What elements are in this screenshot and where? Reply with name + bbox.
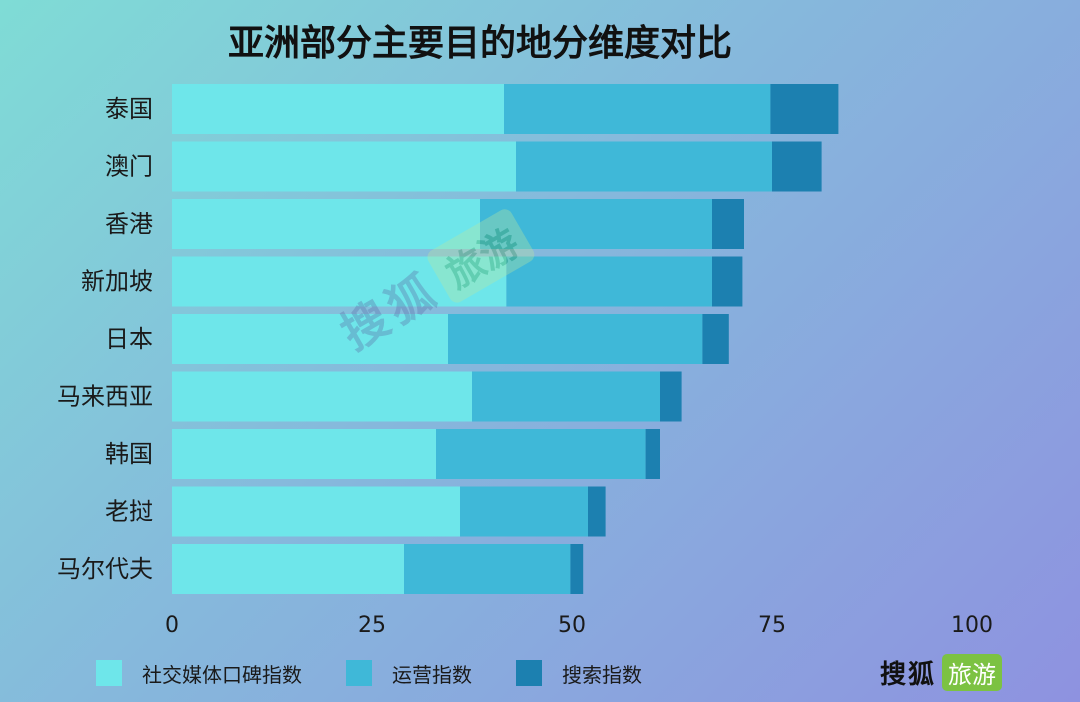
x-tick-label: 75: [758, 613, 786, 638]
legend-swatch-social: [96, 660, 122, 686]
x-tick-label: 50: [558, 613, 586, 638]
bar-segment-search: [770, 84, 839, 134]
x-tick-label: 25: [358, 613, 386, 638]
sohu-travel-logo: 搜狐 旅游: [880, 654, 1003, 691]
bar-segment-search: [588, 486, 606, 537]
bar-segment-social: [172, 486, 460, 537]
legend-swatch-search: [516, 660, 542, 686]
bar-segment-social: [172, 544, 404, 594]
bar-segment-operation: [506, 256, 712, 307]
bar-segment-operation: [460, 486, 588, 537]
category-label: 韩国: [105, 440, 153, 468]
logo-travel-text: 旅游: [942, 654, 1003, 691]
bar-segment-operation: [448, 314, 703, 364]
bar-segment-operation: [516, 141, 772, 192]
legend-item-operation: 运营指数: [346, 659, 472, 688]
category-label: 新加坡: [81, 268, 153, 296]
chart-title: 亚洲部分主要目的地分维度对比: [227, 23, 732, 64]
bar-segment-operation: [404, 544, 571, 594]
bar-segment-operation: [472, 371, 660, 422]
bar-segment-search: [570, 544, 584, 594]
legend-swatch-operation: [346, 660, 372, 686]
bar-segment-search: [660, 371, 682, 422]
bar-segment-search: [772, 141, 822, 192]
bar-segment-social: [172, 256, 507, 307]
bar-segment-search: [712, 256, 743, 307]
legend: 社交媒体口碑指数 运营指数 搜索指数: [96, 656, 686, 690]
x-tick-label: 0: [165, 613, 179, 638]
bar-segment-operation: [480, 199, 712, 249]
legend-label-social: 社交媒体口碑指数: [142, 662, 302, 687]
legend-item-search: 搜索指数: [516, 659, 642, 688]
category-label: 老挝: [105, 498, 153, 526]
category-label: 马尔代夫: [57, 555, 153, 583]
legend-item-social: 社交媒体口碑指数: [96, 659, 302, 688]
bar-segment-social: [172, 314, 448, 364]
logo-sohu-text: 搜狐: [880, 660, 937, 690]
bar-segment-social: [172, 199, 480, 249]
category-label: 马来西亚: [57, 383, 153, 411]
bar-segment-social: [172, 84, 504, 134]
x-tick-label: 100: [951, 613, 993, 638]
bar-segment-social: [172, 429, 436, 479]
legend-label-operation: 运营指数: [392, 662, 472, 687]
bar-segment-operation: [504, 84, 771, 134]
category-label: 澳门: [105, 153, 153, 181]
bar-segment-social: [172, 371, 472, 422]
legend-label-search: 搜索指数: [562, 662, 642, 687]
category-label: 日本: [105, 325, 153, 353]
bar-segment-operation: [436, 429, 646, 479]
bar-segment-social: [172, 141, 516, 192]
bar-segment-search: [702, 314, 729, 364]
category-label: 泰国: [105, 95, 153, 123]
category-label: 香港: [105, 210, 153, 238]
bar-segment-search: [712, 199, 744, 249]
bar-segment-search: [645, 429, 660, 479]
